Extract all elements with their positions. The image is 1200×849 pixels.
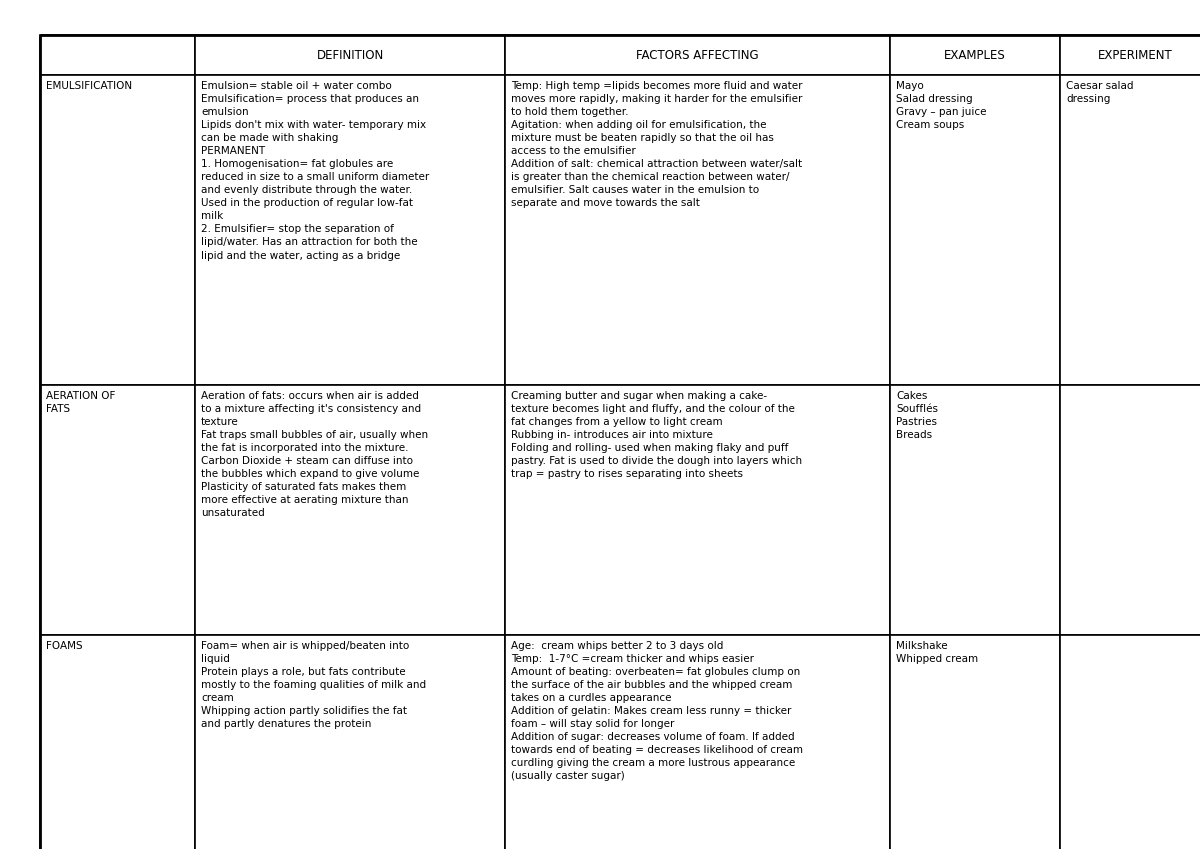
Bar: [40, 75, 194, 385]
Bar: [890, 75, 1060, 385]
Text: Creaming butter and sugar when making a cake-
texture becomes light and fluffy, : Creaming butter and sugar when making a …: [511, 391, 802, 479]
Text: FOAMS: FOAMS: [46, 641, 83, 651]
Bar: [1060, 385, 1200, 635]
Bar: [1060, 35, 1200, 75]
Text: Age:  cream whips better 2 to 3 days old
Temp:  1-7°C =cream thicker and whips e: Age: cream whips better 2 to 3 days old …: [511, 641, 803, 781]
Bar: [505, 75, 890, 385]
Text: Milkshake
Whipped cream: Milkshake Whipped cream: [896, 641, 978, 664]
Bar: [194, 75, 505, 385]
Text: Aeration of fats: occurs when air is added
to a mixture affecting it's consisten: Aeration of fats: occurs when air is add…: [202, 391, 428, 519]
Bar: [505, 35, 890, 75]
Text: EXAMPLES: EXAMPLES: [944, 49, 1006, 62]
Bar: [890, 35, 1060, 75]
Text: DEFINITION: DEFINITION: [317, 49, 384, 62]
Bar: [1060, 635, 1200, 849]
Bar: [505, 635, 890, 849]
Text: EMULSIFICATION: EMULSIFICATION: [46, 81, 132, 91]
Bar: [890, 635, 1060, 849]
Bar: [1060, 75, 1200, 385]
Text: FACTORS AFFECTING: FACTORS AFFECTING: [636, 49, 758, 62]
Bar: [40, 35, 194, 75]
Text: EXPERIMENT: EXPERIMENT: [1098, 49, 1172, 62]
Text: Caesar salad
dressing: Caesar salad dressing: [1066, 81, 1134, 104]
Text: Cakes
Soufflés
Pastries
Breads: Cakes Soufflés Pastries Breads: [896, 391, 938, 440]
Text: Mayo
Salad dressing
Gravy – pan juice
Cream soups: Mayo Salad dressing Gravy – pan juice Cr…: [896, 81, 986, 130]
Bar: [40, 385, 194, 635]
Bar: [40, 635, 194, 849]
Bar: [194, 385, 505, 635]
Bar: [194, 635, 505, 849]
Text: AERATION OF
FATS: AERATION OF FATS: [46, 391, 115, 414]
Bar: [505, 385, 890, 635]
Bar: [890, 385, 1060, 635]
Text: Temp: High temp =lipids becomes more fluid and water
moves more rapidly, making : Temp: High temp =lipids becomes more flu…: [511, 81, 803, 208]
Text: Foam= when air is whipped/beaten into
liquid
Protein plays a role, but fats cont: Foam= when air is whipped/beaten into li…: [202, 641, 426, 729]
Bar: [194, 35, 505, 75]
Text: Emulsion= stable oil + water combo
Emulsification= process that produces an
emul: Emulsion= stable oil + water combo Emuls…: [202, 81, 430, 261]
